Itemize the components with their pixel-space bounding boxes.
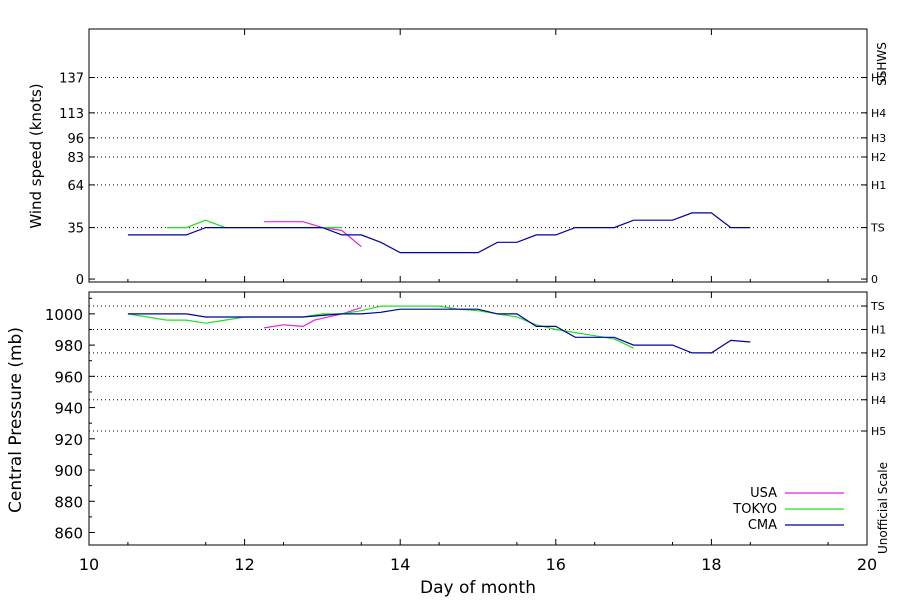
pressure-y-axis-label: Central Pressure (mb) [6, 327, 26, 513]
pressure-panel-frame [88, 291, 868, 546]
pressure-category-label: H5 [871, 425, 886, 438]
wind-right-label: SSHWS [875, 42, 889, 86]
wind-y-tick-label: 64 [67, 179, 84, 194]
wind-panel-frame [88, 28, 868, 283]
wind-category-label: TS [870, 222, 885, 235]
pressure-ticks: TS H1 H2 H3 H4 H5 860 880 900 920 940 960 980 1000 10 1… [45, 279, 886, 574]
pressure-line-tokyo [127, 305, 634, 349]
legend-label-cma: CMA [748, 518, 777, 533]
wind-category-label: 0 [871, 273, 878, 286]
pressure-y-tick-label: 980 [54, 337, 83, 355]
wind-y-tick-label: 35 [67, 222, 84, 237]
pressure-y-tick-label: 940 [54, 400, 83, 418]
wind-y-tick-label: 137 [59, 72, 84, 87]
pressure-y-tick-label: 960 [54, 368, 83, 386]
pressure-right-label: Unofficial Scale [876, 462, 890, 554]
pressure-series [127, 305, 751, 354]
wind-category-label: H5 [871, 72, 886, 85]
x-tick-label: 18 [701, 555, 721, 574]
wind-y-tick-label: 83 [67, 151, 84, 166]
x-tick-label: 14 [390, 555, 410, 574]
pressure-y-tick-label: 860 [54, 525, 83, 543]
x-tick-label: 10 [79, 555, 99, 574]
pressure-gridlines [89, 305, 867, 432]
wind-category-label: H1 [871, 179, 886, 192]
x-axis-label: Day of month [420, 578, 536, 598]
pressure-category-label: H4 [871, 394, 886, 407]
wind-category-label: H2 [871, 151, 886, 164]
wind-y-tick-label: 0 [76, 273, 84, 288]
pressure-y-tick-label: 920 [54, 431, 83, 449]
x-tick-label: 12 [234, 555, 254, 574]
wind-y-tick-label: 96 [67, 132, 84, 147]
pressure-category-label: TS [870, 300, 885, 313]
wind-category-label: H3 [871, 132, 886, 145]
wind-ticks: 0 0 35 TS 64 H1 83 H2 96 H3 113 H4 137 H5 [59, 29, 886, 288]
legend-label-usa: USA [750, 486, 777, 501]
pressure-category-label: H3 [871, 370, 886, 383]
x-tick-label: 20 [857, 555, 877, 574]
pressure-line-usa [264, 307, 362, 329]
pressure-y-tick-label: 900 [54, 462, 83, 480]
wind-line-cma [127, 212, 751, 254]
wind-line-tokyo [166, 219, 342, 229]
legend-label-tokyo: TOKYO [732, 502, 777, 517]
pressure-category-label: H2 [871, 347, 886, 360]
wind-line-usa [264, 221, 362, 248]
x-tick-label: 16 [546, 555, 566, 574]
pressure-y-tick-label: 1000 [45, 306, 83, 324]
wind-y-axis-label: Wind speed (knots) [27, 83, 45, 228]
wind-series [127, 212, 751, 254]
wind-gridlines [89, 77, 867, 229]
pressure-y-tick-label: 880 [54, 493, 83, 511]
wind-y-tick-label: 113 [59, 107, 84, 122]
wind-category-label: H4 [871, 107, 886, 120]
pressure-category-label: H1 [871, 323, 886, 336]
pressure-line-cma [127, 308, 751, 354]
